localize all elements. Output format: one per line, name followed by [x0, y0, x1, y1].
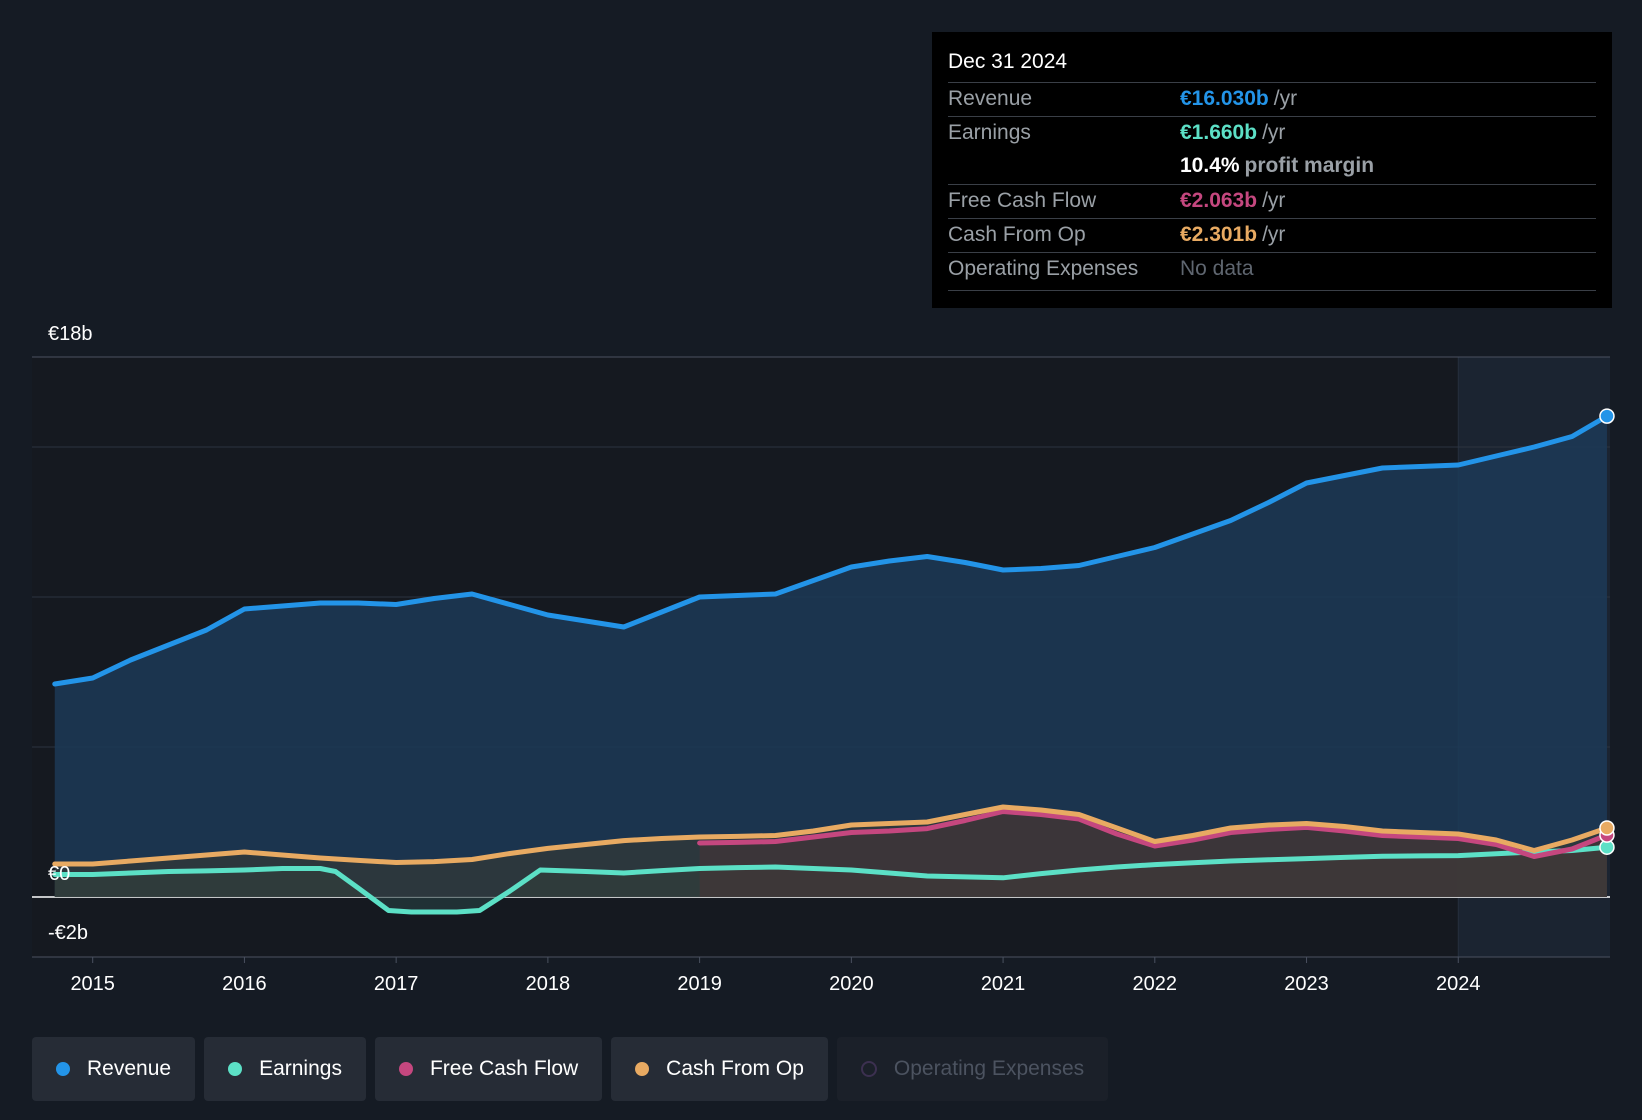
tooltip-unit: profit margin	[1244, 154, 1375, 177]
x-tick-label: 2020	[829, 973, 874, 995]
tooltip-value: €2.301b/yr	[1180, 223, 1286, 246]
tooltip-date: Dec 31 2024	[948, 50, 1068, 73]
legend-revenue[interactable]: Revenue	[32, 1037, 196, 1101]
tooltip-label: Revenue	[948, 87, 1033, 110]
x-tick-label: 2016	[222, 973, 267, 995]
revenue-line	[52, 413, 1610, 687]
legend-label: Revenue	[87, 1057, 172, 1080]
tooltip-label: Operating Expenses	[948, 257, 1139, 280]
y-label-zero: €0	[48, 863, 70, 885]
tooltip: Dec 31 2024 Revenue €16.030b/yr Earnings €1…	[932, 32, 1612, 308]
legend-dot-icon	[398, 1062, 413, 1076]
y-label-max: €18b	[48, 323, 93, 345]
tooltip-label: Free Cash Flow	[948, 189, 1097, 212]
x-tick-label: 2018	[526, 973, 571, 995]
tooltip-value: €2.063b/yr	[1180, 189, 1286, 212]
legend-earnings[interactable]: Earnings	[204, 1037, 366, 1101]
legend-cash-from-op[interactable]: Cash From Op	[611, 1037, 828, 1101]
tooltip-label: Earnings	[948, 121, 1031, 144]
tooltip-value: €16.030b/yr	[1180, 87, 1298, 110]
legend-label: Operating Expenses	[893, 1057, 1085, 1080]
tooltip-label: Cash From Op	[948, 223, 1086, 246]
legend-label: Earnings	[259, 1057, 342, 1080]
legend-label: Cash From Op	[666, 1057, 804, 1080]
tooltip-row: 10.4% profit margin	[948, 150, 1596, 184]
tooltip-row: Revenue €16.030b/yr	[948, 82, 1596, 117]
tooltip-unit: /yr	[1262, 189, 1286, 212]
x-tick-label: 2024	[1436, 973, 1481, 995]
revenue-area	[54, 416, 1607, 897]
tooltip-row: Operating Expenses No data	[948, 252, 1596, 287]
tooltip-divider	[948, 290, 1596, 291]
x-tick-label: 2019	[677, 973, 722, 995]
legend-label: Free Cash Flow	[429, 1057, 579, 1080]
legend-dot-icon	[56, 1062, 70, 1076]
legend-dot-icon	[635, 1062, 650, 1076]
x-tick-label: 2015	[70, 973, 115, 995]
tooltip-unit: /yr	[1262, 223, 1286, 246]
tooltip-row: Cash From Op €2.301b/yr	[948, 218, 1596, 253]
legend-dot-icon	[860, 1061, 877, 1077]
legend-free-cash-flow[interactable]: Free Cash Flow	[374, 1037, 603, 1101]
tooltip-value: No data	[1180, 257, 1254, 280]
cash-from-op-end-dot	[1599, 820, 1615, 836]
x-tick-label: 2021	[981, 973, 1026, 995]
x-tick-label: 2023	[1284, 973, 1329, 995]
cash-from-op-line	[52, 804, 1610, 867]
tooltip-row: Free Cash Flow €2.063b/yr	[948, 184, 1596, 219]
x-tick-label: 2017	[374, 973, 419, 995]
tooltip-unit: /yr	[1273, 87, 1298, 110]
cash-from-op-area	[54, 807, 1607, 897]
tooltip-unit: /yr	[1262, 121, 1286, 144]
legend-dot-icon	[228, 1062, 243, 1076]
tooltip-value: €1.660b/yr	[1180, 121, 1286, 144]
revenue-end-dot	[1599, 408, 1615, 424]
x-tick-label: 2022	[1133, 973, 1178, 995]
chart: €18b €0 -€2b 2015 2016 2017 2018 2019 2020 202…	[32, 323, 1615, 995]
legend-operating-expenses[interactable]: Operating Expenses	[836, 1037, 1109, 1101]
tooltip-value: 10.4% profit margin	[1180, 154, 1375, 177]
earnings-line	[52, 844, 1610, 915]
legend: Revenue Earnings Free Cash Flow Cash From O…	[32, 1037, 1109, 1101]
free-cash-flow-line	[697, 809, 1610, 859]
tooltip-row: Earnings €1.660b/yr	[948, 116, 1596, 151]
y-label-min: -€2b	[48, 922, 88, 944]
